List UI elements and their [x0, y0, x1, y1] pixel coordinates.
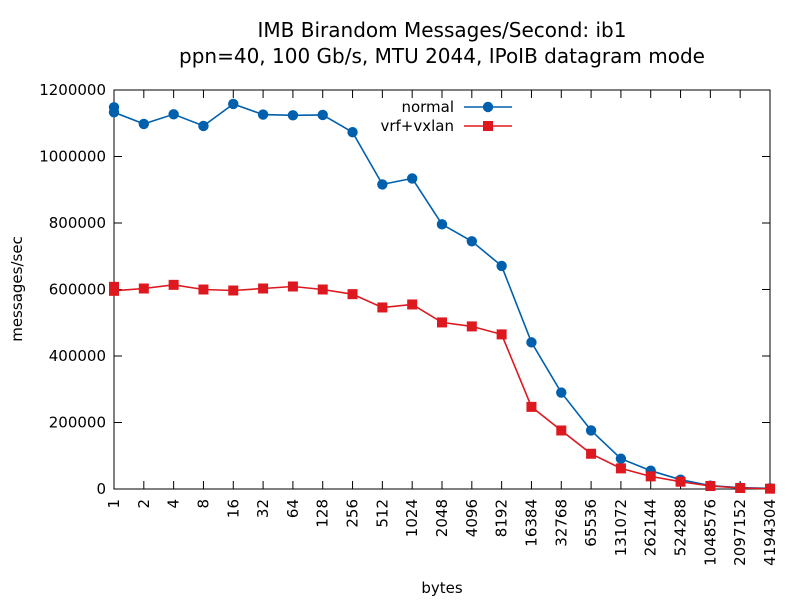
x-axis-label: bytes — [421, 579, 463, 597]
x-tick-label: 1024 — [403, 499, 421, 537]
legend-swatch-marker-vrf-vxlan — [483, 121, 493, 131]
x-tick-label: 32 — [254, 499, 272, 518]
legend-label-vrf-vxlan: vrf+vxlan — [380, 117, 454, 135]
data-point-normal — [287, 110, 299, 121]
data-point-normal — [526, 337, 537, 348]
x-tick-label: 4096 — [463, 499, 481, 537]
x-tick-label: 65536 — [582, 499, 600, 547]
data-point-vrf-vxlan — [138, 283, 149, 294]
x-tick-label: 1 — [105, 499, 123, 509]
legend-swatch-marker-normal — [482, 101, 494, 113]
data-point-normal — [138, 118, 150, 130]
x-tick-label: 512 — [373, 499, 391, 528]
x-tick-label: 1048576 — [701, 499, 719, 566]
data-point-normal — [257, 109, 269, 120]
data-point-vrf-vxlan — [645, 471, 656, 482]
x-tick-label: 32768 — [552, 499, 570, 547]
data-point-normal — [198, 120, 209, 132]
data-point-vrf-vxlan — [198, 284, 209, 295]
y-tick-label: 600000 — [49, 281, 106, 299]
data-point-vrf-vxlan — [526, 401, 537, 412]
y-tick-label: 400000 — [49, 347, 106, 365]
data-point-vrf-vxlan — [168, 279, 179, 290]
data-point-normal — [347, 127, 358, 138]
data-point-normal — [228, 98, 239, 110]
data-point-vrf-vxlan — [258, 283, 269, 294]
data-point-vrf-vxlan — [615, 463, 626, 474]
x-tick-label: 2048 — [433, 499, 451, 537]
data-point-normal — [377, 179, 388, 190]
data-point-vrf-vxlan — [466, 321, 477, 332]
legend-label-normal: normal — [401, 98, 454, 116]
x-tick-label: 524288 — [672, 499, 690, 556]
data-point-vrf-vxlan — [765, 483, 775, 494]
data-point-vrf-vxlan — [109, 285, 119, 296]
data-point-vrf-vxlan — [586, 448, 597, 459]
x-tick-label: 16 — [224, 499, 242, 518]
chart-subtitle: ppn=40, 100 Gb/s, MTU 2044, IPoIB datagr… — [179, 44, 705, 68]
y-tick-label: 1000000 — [39, 148, 106, 166]
chart-title: IMB Birandom Messages/Second: ib1 — [258, 18, 627, 42]
x-tick-label: 262144 — [642, 499, 660, 556]
x-tick-label: 131072 — [612, 499, 630, 556]
series-line-vrf-vxlan — [113, 283, 771, 490]
data-point-vrf-vxlan — [437, 317, 447, 328]
x-tick-label: 8 — [194, 499, 212, 509]
y-tick-label: 0 — [96, 480, 106, 498]
x-tick-label: 2097152 — [731, 499, 749, 566]
series-layer — [108, 98, 776, 494]
data-point-vrf-vxlan — [705, 481, 716, 492]
x-axis: 1 2 4 8 16 32 64 128 256 512 1024 2048 4096 8192 16384… — [105, 90, 779, 566]
series-vrf-vxlan — [109, 279, 775, 494]
data-point-normal — [168, 109, 179, 120]
data-point-normal — [317, 109, 328, 121]
x-tick-label: 64 — [284, 499, 302, 518]
x-tick-label: 4194304 — [761, 499, 779, 566]
data-point-vrf-vxlan — [675, 476, 686, 487]
data-point-normal — [436, 219, 448, 230]
data-point-normal — [466, 236, 478, 247]
data-point-vrf-vxlan — [735, 483, 746, 494]
y-axis: 0 200000 400000 600000 800000 1000000 1200000 — [39, 81, 770, 498]
x-tick-label: 16384 — [522, 499, 540, 547]
series-normal — [108, 98, 776, 494]
data-point-vrf-vxlan — [407, 299, 418, 310]
data-point-normal — [615, 453, 627, 464]
data-point-normal — [585, 425, 597, 436]
data-point-vrf-vxlan — [228, 285, 239, 296]
y-tick-label: 200000 — [49, 414, 106, 432]
y-tick-label: 1200000 — [39, 81, 106, 99]
x-tick-label: 256 — [344, 499, 362, 528]
data-point-normal — [556, 387, 567, 398]
data-point-normal — [406, 173, 418, 184]
x-tick-label: 2 — [135, 499, 153, 509]
y-axis-label: messages/sec — [8, 236, 26, 342]
data-point-normal — [108, 107, 120, 118]
data-point-vrf-vxlan — [287, 281, 298, 292]
y-tick-label: 800000 — [49, 214, 106, 232]
x-tick-label: 4 — [165, 499, 183, 509]
data-point-normal — [496, 260, 507, 272]
data-point-vrf-vxlan — [347, 289, 358, 300]
data-point-vrf-vxlan — [556, 425, 567, 436]
data-point-vrf-vxlan — [496, 329, 507, 340]
data-point-vrf-vxlan — [377, 302, 388, 313]
x-tick-label: 8192 — [493, 499, 511, 537]
data-point-vrf-vxlan — [317, 284, 328, 295]
series-line-normal — [113, 103, 771, 490]
x-tick-label: 128 — [314, 499, 332, 528]
